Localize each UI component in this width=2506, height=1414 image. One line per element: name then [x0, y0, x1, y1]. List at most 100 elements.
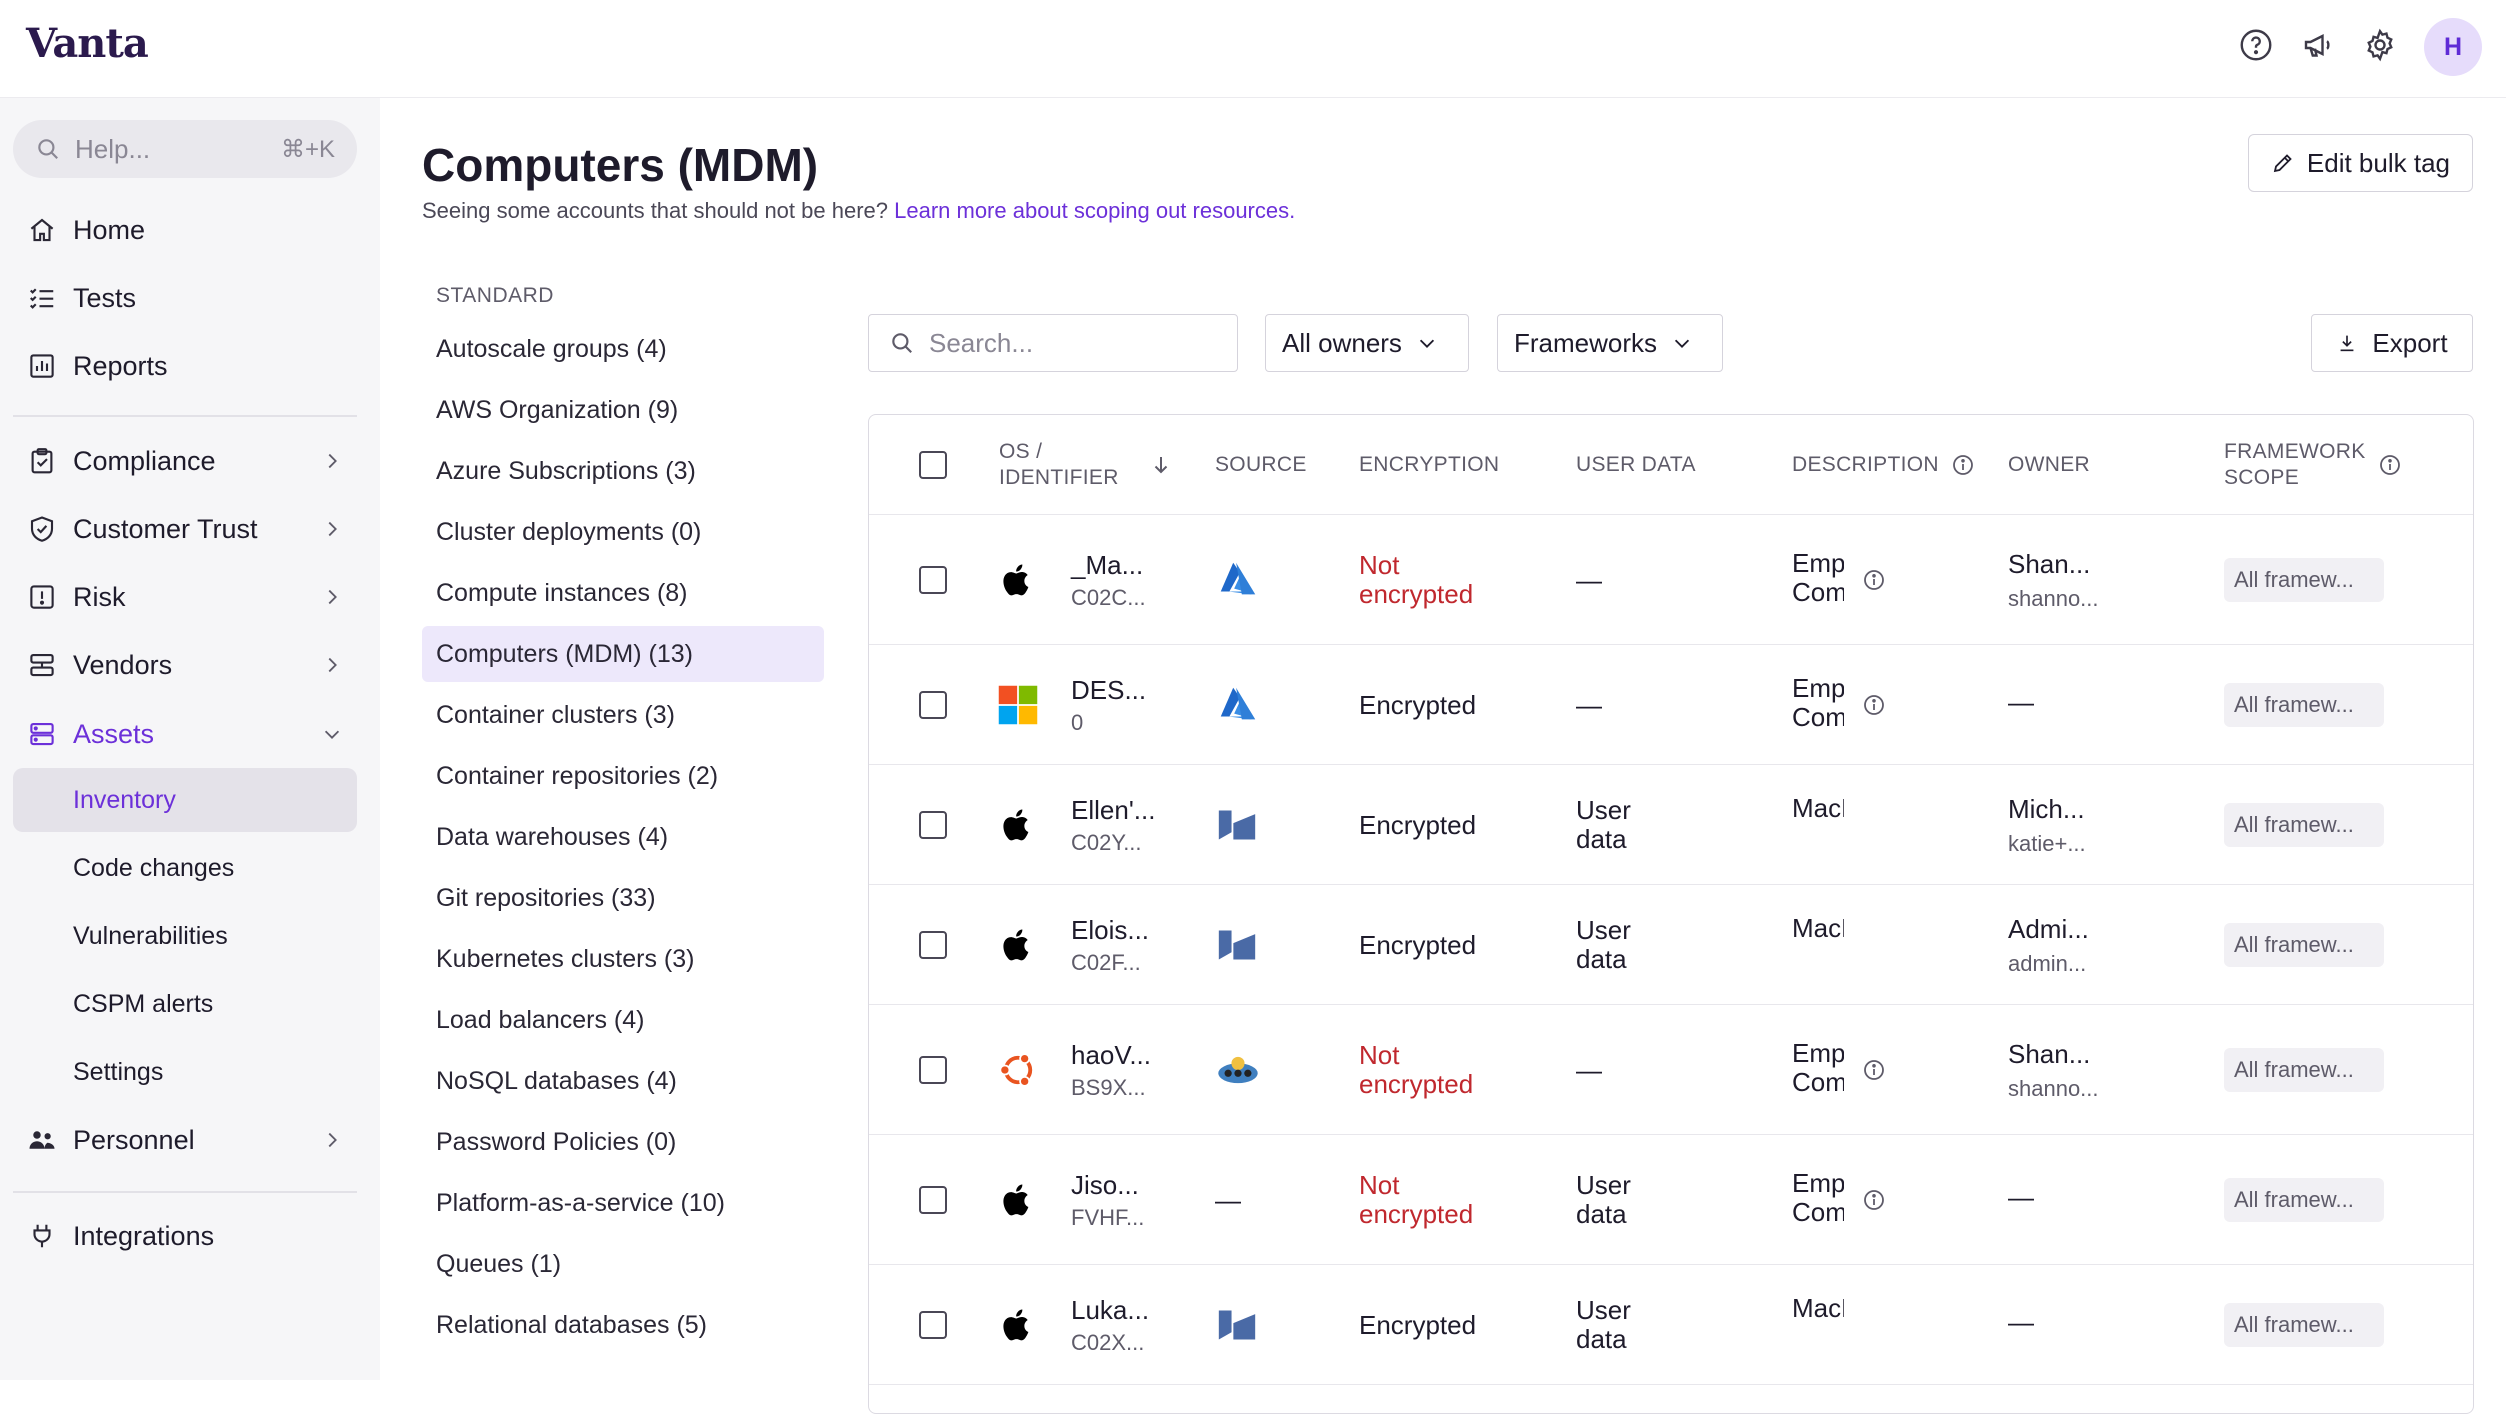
vanta-agent-icon [1218, 1056, 1258, 1084]
identifier-cell[interactable]: Ellen'... C02Y... [1071, 791, 1155, 859]
table-row[interactable]: Elois... C02F... Encrypted User data Mac… [869, 885, 2473, 1005]
sidebar-subitem-vulnerabilities[interactable]: Vulnerabilities [73, 921, 228, 950]
help-search[interactable]: Help... ⌘+K [13, 120, 357, 178]
column-user-data[interactable]: USER DATA [1576, 452, 1696, 476]
sidebar-item-risk[interactable]: Risk [13, 567, 357, 627]
category-item[interactable]: Container repositories (2) [436, 761, 719, 790]
info-icon[interactable] [1862, 1058, 1886, 1082]
framework-scope-badge[interactable]: All framew... [2224, 558, 2384, 602]
edit-bulk-tag-button[interactable]: Edit bulk tag [2247, 134, 2473, 192]
framework-scope-badge[interactable]: All framew... [2224, 1303, 2384, 1347]
table-row[interactable]: Jiso... FVHF... — Not encrypted User dat… [869, 1135, 2473, 1265]
sidebar-item-assets[interactable]: Assets [13, 704, 357, 764]
gear-icon[interactable] [2362, 27, 2398, 68]
identifier-cell[interactable]: _Ma... C02C... [1071, 546, 1146, 614]
table-row[interactable]: haoV... BS9X... Not encrypted — Emp Com … [869, 1005, 2473, 1135]
table-row[interactable]: Luka... C02X... Encrypted User data MacB… [869, 1265, 2473, 1385]
identifier-cell[interactable]: Jiso... FVHF... [1071, 1166, 1144, 1234]
sidebar-item-personnel[interactable]: Personnel [13, 1110, 357, 1170]
main-content: Computers (MDM) Seeing some accounts tha… [380, 98, 2506, 1414]
sidebar-item-integrations[interactable]: Integrations [13, 1206, 357, 1266]
row-checkbox[interactable] [919, 1056, 947, 1084]
table-row[interactable]: DES... 0 Encrypted — Emp Com — All frame… [869, 645, 2473, 765]
owners-dropdown[interactable]: All owners [1265, 314, 1469, 372]
owner-cell[interactable]: Admi... admin... [2008, 911, 2089, 979]
category-item-active[interactable]: Computers (MDM) (13) [422, 626, 824, 682]
identifier-cell[interactable]: Luka... C02X... [1071, 1291, 1149, 1359]
clipboard-check-icon [31, 448, 53, 474]
owner-cell[interactable]: Shan... shanno... [2008, 546, 2099, 614]
identifier-cell[interactable]: haoV... BS9X... [1071, 1036, 1151, 1104]
export-button[interactable]: Export [2311, 314, 2473, 372]
framework-scope-badge[interactable]: All framew... [2224, 1178, 2384, 1222]
frameworks-dropdown[interactable]: Frameworks [1497, 314, 1723, 372]
sidebar-subitem-inventory[interactable]: Inventory [13, 768, 357, 832]
category-item[interactable]: Relational databases (5) [436, 1310, 707, 1339]
table-search-input[interactable]: Search... [868, 314, 1238, 372]
scoping-help-link[interactable]: Learn more about scoping out resources. [894, 198, 1296, 223]
column-source[interactable]: SOURCE [1215, 452, 1307, 476]
column-owner[interactable]: OWNER [2008, 452, 2090, 476]
subtitle-text: Seeing some accounts that should not be … [422, 198, 895, 223]
category-item[interactable]: Load balancers (4) [436, 1005, 645, 1034]
sort-arrow-down-icon[interactable] [1149, 453, 1173, 477]
info-icon[interactable] [1951, 453, 1975, 477]
column-encryption[interactable]: ENCRYPTION [1359, 452, 1500, 476]
select-all-checkbox[interactable] [919, 451, 947, 479]
category-item[interactable]: Autoscale groups (4) [436, 334, 667, 363]
row-checkbox[interactable] [919, 811, 947, 839]
info-icon[interactable] [2378, 453, 2402, 477]
owner-cell[interactable]: — [2008, 1166, 2034, 1234]
info-icon[interactable] [1862, 1188, 1886, 1212]
identifier-cell[interactable]: Elois... C02F... [1071, 911, 1149, 979]
framework-scope-badge[interactable]: All framew... [2224, 923, 2384, 967]
vanta-logo[interactable]: Vanta [26, 20, 149, 67]
owner-cell[interactable]: Shan... shanno... [2008, 1036, 2099, 1104]
column-os-identifier[interactable]: OS / IDENTIFIER [999, 415, 1173, 515]
description-cell: MacBoc [1792, 789, 1844, 861]
category-item[interactable]: Container clusters (3) [436, 700, 675, 729]
category-item[interactable]: Azure Subscriptions (3) [436, 456, 696, 485]
help-icon[interactable] [2238, 27, 2274, 68]
identifier-cell[interactable]: DES... 0 [1071, 671, 1146, 739]
sidebar-subitem-settings[interactable]: Settings [73, 1057, 164, 1086]
owner-cell[interactable]: — [2008, 671, 2034, 739]
table-row[interactable]: Ellen'... C02Y... Encrypted User data Ma… [869, 765, 2473, 885]
framework-scope-badge[interactable]: All framew... [2224, 1048, 2384, 1092]
sidebar-item-tests[interactable]: Tests [13, 268, 357, 328]
sidebar-item-reports[interactable]: Reports [13, 336, 357, 396]
row-checkbox[interactable] [919, 1186, 947, 1214]
category-item[interactable]: Data warehouses (4) [436, 822, 669, 851]
column-framework-scope[interactable]: FRAMEWORK SCOPE [2224, 415, 2402, 515]
category-item[interactable]: AWS Organization (9) [436, 395, 679, 424]
user-avatar[interactable]: H [2424, 18, 2482, 76]
sidebar-item-customer-trust[interactable]: Customer Trust [13, 499, 357, 559]
owner-cell[interactable]: — [2008, 1291, 2034, 1359]
sidebar-subitem-cspm-alerts[interactable]: CSPM alerts [73, 989, 214, 1018]
framework-scope-badge[interactable]: All framew... [2224, 803, 2384, 847]
megaphone-icon[interactable] [2300, 27, 2336, 68]
sidebar-item-home[interactable]: Home [13, 200, 357, 260]
row-checkbox[interactable] [919, 931, 947, 959]
category-item[interactable]: Compute instances (8) [436, 578, 688, 607]
row-checkbox[interactable] [919, 1311, 947, 1339]
framework-scope-badge[interactable]: All framew... [2224, 683, 2384, 727]
sidebar-subitem-code-changes[interactable]: Code changes [73, 853, 235, 882]
sidebar-item-compliance[interactable]: Compliance [13, 431, 357, 491]
owner-cell[interactable]: Mich... katie+... [2008, 791, 2086, 859]
table-row[interactable]: _Ma... C02C... Not encrypted — Emp Com S… [869, 515, 2473, 645]
info-icon[interactable] [1862, 693, 1886, 717]
sidebar-item-vendors[interactable]: Vendors [13, 635, 357, 695]
category-item[interactable]: Git repositories (33) [436, 883, 656, 912]
encryption-status-line2: encrypted [1359, 579, 1474, 609]
category-item[interactable]: Password Policies (0) [436, 1127, 677, 1156]
category-item[interactable]: NoSQL databases (4) [436, 1066, 677, 1095]
category-item[interactable]: Kubernetes clusters (3) [436, 944, 695, 973]
row-checkbox[interactable] [919, 566, 947, 594]
row-checkbox[interactable] [919, 691, 947, 719]
column-description[interactable]: DESCRIPTION [1792, 415, 1975, 515]
category-item[interactable]: Platform-as-a-service (10) [436, 1188, 725, 1217]
info-icon[interactable] [1862, 568, 1886, 592]
category-item[interactable]: Cluster deployments (0) [436, 517, 702, 546]
category-item[interactable]: Queues (1) [436, 1249, 562, 1278]
